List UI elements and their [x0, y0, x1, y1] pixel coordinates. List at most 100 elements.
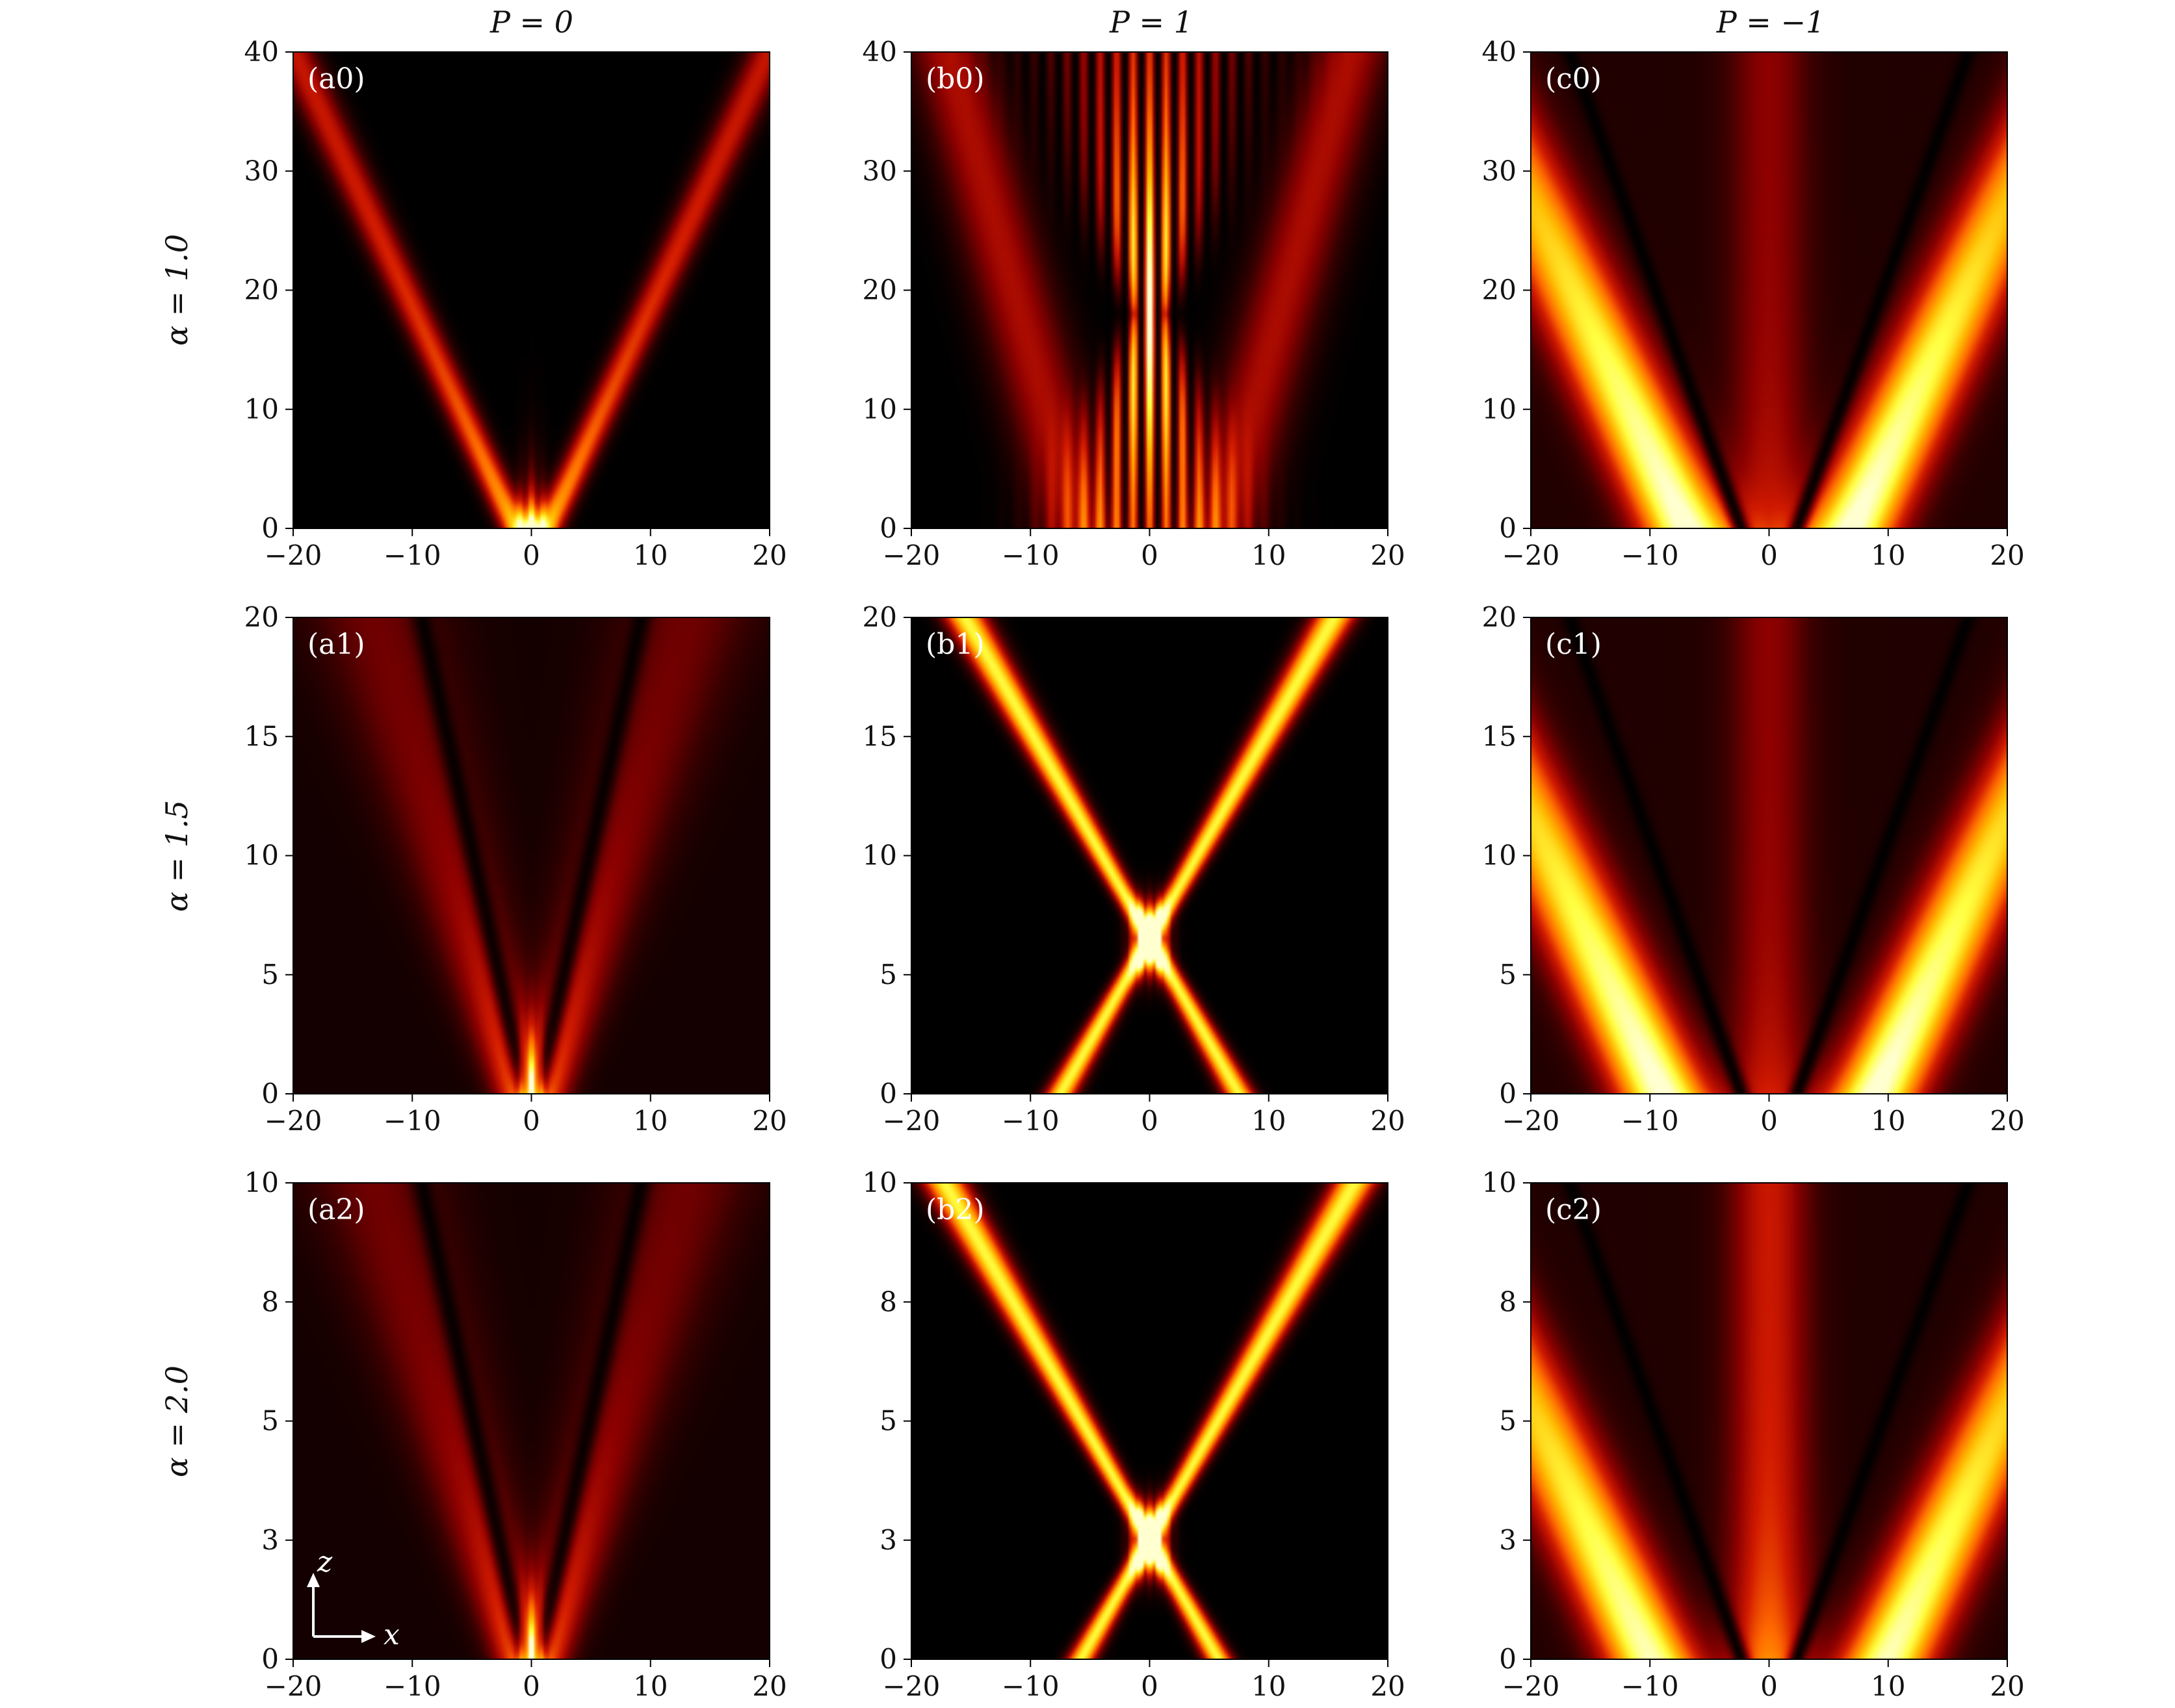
y-tick-label: 5 — [879, 1405, 897, 1437]
y-tick-label: 0 — [1499, 512, 1517, 544]
y-tick-label: 10 — [863, 393, 897, 425]
x-tick-label: 20 — [1990, 1105, 2024, 1137]
panel-c0: −20 −10 0 10 20 0 10 20 30 40 (c0) — [1482, 36, 2025, 571]
heatmap-c0 — [1531, 52, 2007, 528]
y-tick-label: 5 — [1499, 1405, 1517, 1437]
y-tick-label: 0 — [879, 512, 897, 544]
y-tick-label: 40 — [244, 36, 279, 68]
y-tick-label: 15 — [863, 720, 897, 752]
y-tick-label: 30 — [244, 155, 279, 187]
x-tick-label: −10 — [1621, 1105, 1679, 1137]
y-tick-label: 30 — [1482, 155, 1517, 187]
panel-a2: −20 −10 0 10 20 0 3 5 8 10 (a2) — [244, 1167, 787, 1702]
y-tick-label: 40 — [863, 36, 897, 68]
x-tick-label: −20 — [1502, 539, 1560, 571]
inset-axes-arrows — [307, 1573, 376, 1643]
x-tick-label: 20 — [1370, 1670, 1405, 1702]
panel-b2: −20 −10 0 10 20 0 3 5 8 10 (b2) — [863, 1167, 1405, 1702]
row-label-alpha-1-0: α = 1.0 — [159, 234, 194, 346]
y-tick-label: 10 — [1482, 1167, 1517, 1198]
panel-a1: −20 −10 0 10 20 0 5 10 15 20 (a1) — [244, 601, 787, 1137]
panel-c1: −20 −10 0 10 20 0 5 10 15 20 (c1) — [1482, 601, 2025, 1137]
x-tick-label: −20 — [883, 1105, 941, 1137]
y-tick-label: 10 — [244, 1167, 279, 1198]
x-tick-label: 20 — [1990, 1670, 2024, 1702]
heatmap-b2 — [911, 1183, 1388, 1659]
y-tick-label: 0 — [261, 1078, 279, 1109]
x-tick-label: −20 — [265, 1670, 322, 1702]
panel-label-c2: (c2) — [1545, 1193, 1602, 1226]
y-tick-label: 5 — [261, 1405, 279, 1437]
panel-label-a0: (a0) — [307, 62, 365, 96]
x-tick-label: 10 — [633, 1670, 668, 1702]
y-tick-label: 10 — [863, 1167, 897, 1198]
x-tick-label: −20 — [265, 539, 322, 571]
y-tick-label: 15 — [244, 720, 279, 752]
panel-label-a2: (a2) — [307, 1193, 365, 1226]
x-tick-label: 10 — [1871, 1105, 1905, 1137]
x-arrowhead-icon — [361, 1630, 376, 1643]
y-tick-label: 20 — [863, 601, 897, 633]
x-tick-label: −10 — [384, 1105, 441, 1137]
y-tick-label: 15 — [1482, 720, 1517, 752]
y-tick-label: 20 — [1482, 601, 1517, 633]
row-label-alpha-1-5: α = 1.5 — [159, 800, 194, 912]
y-tick-label: 0 — [1499, 1078, 1517, 1109]
panel-b1: −20 −10 0 10 20 0 5 10 15 20 (b1) — [863, 601, 1405, 1137]
y-tick-label: 8 — [261, 1286, 279, 1317]
x-tick-label: 10 — [1251, 539, 1286, 571]
y-tick-label: 20 — [863, 274, 897, 306]
x-tick-label: 10 — [633, 539, 668, 571]
x-tick-label: −10 — [1002, 539, 1060, 571]
y-tick-label: 8 — [879, 1286, 897, 1317]
y-tick-label: 3 — [261, 1524, 279, 1556]
y-tick-label: 30 — [863, 155, 897, 187]
panel-label-b2: (b2) — [926, 1193, 985, 1226]
column-title-pneg1: P = −1 — [1716, 5, 1825, 40]
x-tick-label: 20 — [1370, 1105, 1405, 1137]
x-tick-label: 20 — [1370, 539, 1405, 571]
x-tick-label: −20 — [265, 1105, 322, 1137]
heatmap-c1 — [1531, 617, 2007, 1094]
column-title-p1: P = 1 — [1109, 5, 1193, 40]
column-title-p0: P = 0 — [489, 5, 573, 40]
x-tick-label: 10 — [1251, 1105, 1286, 1137]
heatmap-b1 — [911, 617, 1388, 1094]
x-tick-label: −10 — [1002, 1105, 1060, 1137]
y-tick-label: 20 — [1482, 274, 1517, 306]
x-tick-label: 0 — [1760, 1670, 1778, 1702]
y-tick-label: 3 — [1499, 1524, 1517, 1556]
y-tick-label: 5 — [879, 959, 897, 990]
panel-label-b0: (b0) — [926, 62, 985, 96]
x-tick-label: 0 — [1141, 1105, 1158, 1137]
x-tick-label: −20 — [883, 539, 941, 571]
x-tick-label: 10 — [1871, 1670, 1905, 1702]
y-tick-label: 3 — [879, 1524, 897, 1556]
x-tick-label: 10 — [1251, 1670, 1286, 1702]
y-tick-label: 10 — [244, 393, 279, 425]
x-tick-label: 0 — [1760, 1105, 1778, 1137]
y-tick-label: 8 — [1499, 1286, 1517, 1317]
y-tick-label: 20 — [244, 274, 279, 306]
x-tick-label: 20 — [752, 539, 787, 571]
panel-a0: −20 −10 0 10 20 0 10 20 30 40 (a0) — [244, 36, 787, 571]
y-tick-label: 0 — [879, 1078, 897, 1109]
x-tick-label: 0 — [523, 539, 540, 571]
heatmap-a2 — [293, 1183, 770, 1659]
row-label-alpha-2-0: α = 2.0 — [159, 1365, 194, 1477]
x-tick-label: 0 — [523, 1105, 540, 1137]
panel-c2: −20 −10 0 10 20 0 3 5 8 10 (c2) — [1482, 1167, 2025, 1702]
x-tick-label: −10 — [1002, 1670, 1060, 1702]
y-tick-label: 20 — [244, 601, 279, 633]
heatmap-c2 — [1531, 1183, 2007, 1659]
x-tick-label: 20 — [752, 1105, 787, 1137]
x-tick-label: 0 — [1760, 539, 1778, 571]
panel-label-a1: (a1) — [307, 628, 365, 661]
heatmap-a1 — [293, 617, 770, 1094]
y-tick-label: 10 — [244, 840, 279, 872]
x-tick-label: −10 — [1621, 1670, 1679, 1702]
panel-label-c1: (c1) — [1545, 628, 1602, 661]
inset-z-label: z — [317, 1546, 333, 1579]
